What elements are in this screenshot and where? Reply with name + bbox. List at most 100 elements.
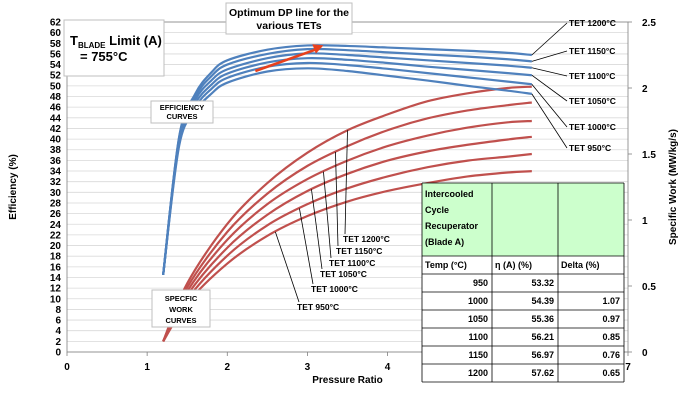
specific-work-line (162, 152, 532, 342)
y-tick-label: 14 (50, 273, 62, 284)
table-header-cell: η (A) (%) (495, 260, 532, 270)
x-tick-label: 1 (144, 362, 150, 373)
blade-limit-text-line2: = 755°C (80, 49, 128, 64)
table-header-cell: Delta (%) (561, 260, 600, 270)
y-tick-label: 26 (50, 209, 62, 220)
work-callout-label: TET 1100°C (329, 258, 375, 268)
table-cell: 55.36 (531, 314, 554, 324)
table-cell: 0.76 (602, 350, 620, 360)
efficiency-callout-line (531, 22, 568, 56)
table-cell: 56.21 (531, 332, 554, 342)
y-tick-label: 52 (50, 71, 62, 82)
efficiency-callout-label: TET 1000°C (569, 122, 616, 132)
table-cell: 0.97 (602, 314, 620, 324)
blade-limit-text-line1: TBLADE Limit (A) (70, 33, 162, 50)
y-tick-label: 20 (50, 241, 62, 252)
table-cell: 0.85 (602, 332, 620, 342)
efficiency-callout-label: TET 950°C (569, 143, 611, 153)
blade-limit-rest: Limit (A) (106, 33, 162, 48)
x-tick-label: 2 (225, 362, 231, 373)
table-cell: 0.65 (602, 368, 620, 378)
work-callout-line (274, 231, 300, 303)
specific-work-line (162, 119, 532, 342)
y-tick-label: 36 (50, 156, 62, 167)
optimum-dp-arrowhead (312, 44, 324, 54)
x-tick-label: 7 (625, 362, 631, 373)
work-callout-label: TET 1050°C (320, 269, 367, 279)
y-tick-label: 30 (50, 188, 62, 199)
table-cell: 1000 (468, 296, 488, 306)
table-cell: 57.62 (531, 368, 554, 378)
efficiency-callout-line (531, 67, 568, 77)
work-callout-label: TET 1150°C (336, 246, 382, 256)
table-cell: 1.07 (602, 296, 620, 306)
efficiency-callout-line (531, 93, 568, 149)
specific-work-line (162, 135, 532, 342)
table-body-fill (422, 256, 624, 382)
y-axis-title: Efficiency (%) (8, 154, 19, 220)
specific-work-line (162, 170, 532, 343)
optimum-dp-text-line2: various TETs (256, 20, 321, 32)
efficiency-callout-label: TET 1150°C (569, 46, 615, 56)
work-callout-line (344, 130, 348, 235)
work-callout-label: TET 1200°C (343, 234, 390, 244)
y2-axis-title: Specific Work (MW/kg/s) (668, 129, 679, 245)
work-callout-line (323, 171, 332, 259)
y-tick-label: 50 (50, 81, 62, 92)
efficiency-callout-line (531, 74, 568, 102)
y2-tick-label: 2.5 (642, 18, 656, 29)
x-axis-title: Pressure Ratio (312, 375, 383, 386)
y-tick-label: 44 (50, 113, 62, 124)
optimum-dp-line (254, 47, 318, 73)
table-title-text: Intercooled (425, 189, 474, 199)
y-tick-label: 34 (50, 167, 62, 178)
table-cell: 1150 (468, 350, 488, 360)
y2-tick-label: 0.5 (642, 282, 656, 293)
table-cell: 53.32 (531, 278, 554, 288)
table-title-fill (422, 183, 624, 256)
y-tick-label: 6 (55, 316, 61, 327)
table-title-text: Recuperator (425, 221, 479, 231)
optimum-dp-box (225, 2, 353, 35)
y-tick-label: 60 (50, 28, 62, 39)
table-header-cell: Temp (°C) (425, 260, 467, 270)
table-cell: 1050 (468, 314, 488, 324)
y-tick-label: 0 (55, 348, 61, 359)
table-cell: 54.39 (531, 296, 554, 306)
work-callout-line (335, 152, 339, 247)
y-tick-label: 58 (50, 39, 62, 50)
table-title-text: (Blade A) (425, 237, 464, 247)
efficiency-callout-line (531, 84, 568, 128)
y-tick-label: 16 (50, 262, 62, 273)
efficiency-label-box (150, 100, 214, 124)
y-tick-label: 28 (50, 198, 62, 209)
work-label-line2: WORK (169, 305, 193, 314)
y-tick-label: 18 (50, 252, 62, 263)
y2-tick-label: 1.5 (642, 150, 656, 161)
y-tick-label: 56 (50, 49, 62, 60)
efficiency-callout-label: TET 1200°C (569, 18, 616, 28)
efficiency-callout-label: TET 1050°C (569, 96, 616, 106)
work-label-box (151, 289, 211, 328)
efficiency-callout-label: TET 1100°C (569, 71, 615, 81)
work-label-line3: CURVES (165, 316, 196, 325)
y-tick-label: 32 (50, 177, 62, 188)
y-tick-label: 42 (50, 124, 62, 135)
work-label-line1: SPECFIC (165, 294, 198, 303)
x-tick-label: 4 (385, 362, 391, 373)
table-title-text: Cycle (425, 205, 449, 215)
y-tick-label: 4 (55, 326, 61, 337)
blade-limit-box (63, 19, 165, 77)
y-tick-label: 54 (50, 60, 62, 71)
y-tick-label: 2 (55, 337, 61, 348)
blade-limit-subscript: BLADE (78, 41, 106, 50)
y-tick-label: 12 (50, 284, 62, 295)
work-callout-label: TET 1000°C (311, 284, 358, 294)
y-tick-label: 10 (50, 294, 62, 305)
y-tick-label: 40 (50, 135, 62, 146)
work-callout-label: TET 950°C (297, 302, 339, 312)
y-tick-label: 48 (50, 92, 62, 103)
work-callout-line (299, 208, 314, 285)
